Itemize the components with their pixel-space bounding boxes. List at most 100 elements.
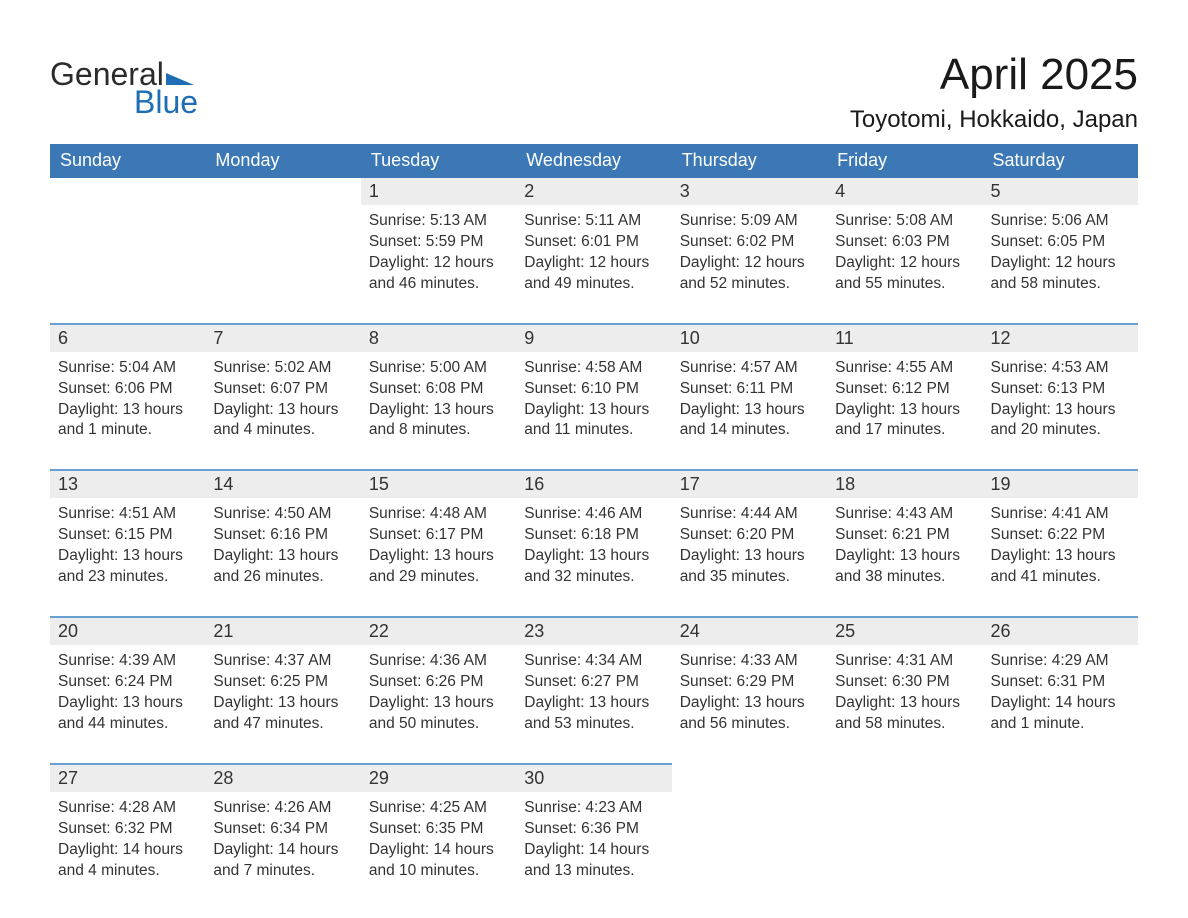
calendar-cell: 13Sunrise: 4:51 AMSunset: 6:15 PMDayligh… xyxy=(50,469,205,616)
day-body: Sunrise: 4:48 AMSunset: 6:17 PMDaylight:… xyxy=(361,498,516,588)
day-number: 12 xyxy=(983,323,1138,352)
day-body: Sunrise: 4:53 AMSunset: 6:13 PMDaylight:… xyxy=(983,352,1138,442)
sunrise-line: Sunrise: 5:11 AM xyxy=(524,211,663,232)
logo-text-blue: Blue xyxy=(134,86,198,118)
calendar-cell: 17Sunrise: 4:44 AMSunset: 6:20 PMDayligh… xyxy=(672,469,827,616)
sunrise-line: Sunrise: 4:43 AM xyxy=(835,504,974,525)
location-subtitle: Toyotomi, Hokkaido, Japan xyxy=(850,106,1138,134)
sunrise-line: Sunrise: 5:06 AM xyxy=(991,211,1130,232)
day-body: Sunrise: 4:57 AMSunset: 6:11 PMDaylight:… xyxy=(672,352,827,442)
day-body: Sunrise: 5:08 AMSunset: 6:03 PMDaylight:… xyxy=(827,205,982,295)
day-number: 16 xyxy=(516,469,671,498)
day-of-week-header: Monday xyxy=(205,144,360,178)
daylight-line: Daylight: 13 hours and 41 minutes. xyxy=(991,546,1130,588)
calendar-cell: 28Sunrise: 4:26 AMSunset: 6:34 PMDayligh… xyxy=(205,763,360,910)
sunset-line: Sunset: 6:25 PM xyxy=(213,672,352,693)
day-number: 24 xyxy=(672,616,827,645)
daylight-line: Daylight: 13 hours and 56 minutes. xyxy=(680,693,819,735)
sunset-line: Sunset: 6:15 PM xyxy=(58,525,197,546)
calendar-cell-empty xyxy=(672,763,827,910)
day-number: 19 xyxy=(983,469,1138,498)
calendar-cell: 15Sunrise: 4:48 AMSunset: 6:17 PMDayligh… xyxy=(361,469,516,616)
day-body: Sunrise: 4:23 AMSunset: 6:36 PMDaylight:… xyxy=(516,792,671,882)
daylight-line: Daylight: 13 hours and 38 minutes. xyxy=(835,546,974,588)
day-number: 7 xyxy=(205,323,360,352)
calendar-table: SundayMondayTuesdayWednesdayThursdayFrid… xyxy=(50,144,1138,909)
sunset-line: Sunset: 6:11 PM xyxy=(680,379,819,400)
sunrise-line: Sunrise: 4:34 AM xyxy=(524,651,663,672)
calendar-cell: 24Sunrise: 4:33 AMSunset: 6:29 PMDayligh… xyxy=(672,616,827,763)
sunset-line: Sunset: 6:01 PM xyxy=(524,232,663,253)
calendar-week: 27Sunrise: 4:28 AMSunset: 6:32 PMDayligh… xyxy=(50,763,1138,910)
daylight-line: Daylight: 14 hours and 7 minutes. xyxy=(213,840,352,882)
calendar-cell: 9Sunrise: 4:58 AMSunset: 6:10 PMDaylight… xyxy=(516,323,671,470)
day-of-week-header: Thursday xyxy=(672,144,827,178)
sunrise-line: Sunrise: 4:26 AM xyxy=(213,798,352,819)
day-body: Sunrise: 4:51 AMSunset: 6:15 PMDaylight:… xyxy=(50,498,205,588)
sunset-line: Sunset: 6:30 PM xyxy=(835,672,974,693)
sunset-line: Sunset: 6:03 PM xyxy=(835,232,974,253)
sunset-line: Sunset: 6:21 PM xyxy=(835,525,974,546)
day-number: 25 xyxy=(827,616,982,645)
day-body: Sunrise: 4:34 AMSunset: 6:27 PMDaylight:… xyxy=(516,645,671,735)
day-number: 3 xyxy=(672,178,827,205)
day-body: Sunrise: 4:36 AMSunset: 6:26 PMDaylight:… xyxy=(361,645,516,735)
sunrise-line: Sunrise: 4:36 AM xyxy=(369,651,508,672)
calendar-cell: 6Sunrise: 5:04 AMSunset: 6:06 PMDaylight… xyxy=(50,323,205,470)
sunrise-line: Sunrise: 4:37 AM xyxy=(213,651,352,672)
sunset-line: Sunset: 5:59 PM xyxy=(369,232,508,253)
daylight-line: Daylight: 13 hours and 14 minutes. xyxy=(680,400,819,442)
day-of-week-header: Sunday xyxy=(50,144,205,178)
calendar-cell: 30Sunrise: 4:23 AMSunset: 6:36 PMDayligh… xyxy=(516,763,671,910)
sunrise-line: Sunrise: 4:50 AM xyxy=(213,504,352,525)
day-body: Sunrise: 4:44 AMSunset: 6:20 PMDaylight:… xyxy=(672,498,827,588)
day-number: 30 xyxy=(516,763,671,792)
sunrise-line: Sunrise: 4:57 AM xyxy=(680,358,819,379)
day-body: Sunrise: 5:11 AMSunset: 6:01 PMDaylight:… xyxy=(516,205,671,295)
day-of-week-header: Tuesday xyxy=(361,144,516,178)
day-number: 23 xyxy=(516,616,671,645)
daylight-line: Daylight: 13 hours and 17 minutes. xyxy=(835,400,974,442)
sunrise-line: Sunrise: 4:53 AM xyxy=(991,358,1130,379)
calendar-cell-empty xyxy=(983,763,1138,910)
calendar-cell: 21Sunrise: 4:37 AMSunset: 6:25 PMDayligh… xyxy=(205,616,360,763)
logo: General Blue xyxy=(50,46,198,118)
sunset-line: Sunset: 6:31 PM xyxy=(991,672,1130,693)
daylight-line: Daylight: 14 hours and 13 minutes. xyxy=(524,840,663,882)
day-number: 28 xyxy=(205,763,360,792)
calendar-cell-empty xyxy=(827,763,982,910)
sunrise-line: Sunrise: 5:04 AM xyxy=(58,358,197,379)
sunset-line: Sunset: 6:24 PM xyxy=(58,672,197,693)
calendar-cell: 2Sunrise: 5:11 AMSunset: 6:01 PMDaylight… xyxy=(516,178,671,323)
day-of-week-header: Friday xyxy=(827,144,982,178)
calendar-body: SundayMondayTuesdayWednesdayThursdayFrid… xyxy=(50,144,1138,909)
daylight-line: Daylight: 13 hours and 47 minutes. xyxy=(213,693,352,735)
calendar-week: 1Sunrise: 5:13 AMSunset: 5:59 PMDaylight… xyxy=(50,178,1138,323)
day-number: 13 xyxy=(50,469,205,498)
calendar-cell: 22Sunrise: 4:36 AMSunset: 6:26 PMDayligh… xyxy=(361,616,516,763)
sunset-line: Sunset: 6:02 PM xyxy=(680,232,819,253)
day-body: Sunrise: 4:26 AMSunset: 6:34 PMDaylight:… xyxy=(205,792,360,882)
calendar-cell: 8Sunrise: 5:00 AMSunset: 6:08 PMDaylight… xyxy=(361,323,516,470)
calendar-cell: 12Sunrise: 4:53 AMSunset: 6:13 PMDayligh… xyxy=(983,323,1138,470)
day-number: 4 xyxy=(827,178,982,205)
calendar-week: 13Sunrise: 4:51 AMSunset: 6:15 PMDayligh… xyxy=(50,469,1138,616)
daylight-line: Daylight: 13 hours and 58 minutes. xyxy=(835,693,974,735)
day-number: 8 xyxy=(361,323,516,352)
day-number: 2 xyxy=(516,178,671,205)
sunrise-line: Sunrise: 4:51 AM xyxy=(58,504,197,525)
day-body: Sunrise: 4:28 AMSunset: 6:32 PMDaylight:… xyxy=(50,792,205,882)
sunset-line: Sunset: 6:36 PM xyxy=(524,819,663,840)
day-body: Sunrise: 4:58 AMSunset: 6:10 PMDaylight:… xyxy=(516,352,671,442)
sunset-line: Sunset: 6:17 PM xyxy=(369,525,508,546)
day-body: Sunrise: 5:00 AMSunset: 6:08 PMDaylight:… xyxy=(361,352,516,442)
sunset-line: Sunset: 6:16 PM xyxy=(213,525,352,546)
daylight-line: Daylight: 14 hours and 4 minutes. xyxy=(58,840,197,882)
calendar-cell: 7Sunrise: 5:02 AMSunset: 6:07 PMDaylight… xyxy=(205,323,360,470)
calendar-week: 20Sunrise: 4:39 AMSunset: 6:24 PMDayligh… xyxy=(50,616,1138,763)
day-body: Sunrise: 4:41 AMSunset: 6:22 PMDaylight:… xyxy=(983,498,1138,588)
sunset-line: Sunset: 6:22 PM xyxy=(991,525,1130,546)
sunrise-line: Sunrise: 5:08 AM xyxy=(835,211,974,232)
sunset-line: Sunset: 6:26 PM xyxy=(369,672,508,693)
daylight-line: Daylight: 13 hours and 23 minutes. xyxy=(58,546,197,588)
